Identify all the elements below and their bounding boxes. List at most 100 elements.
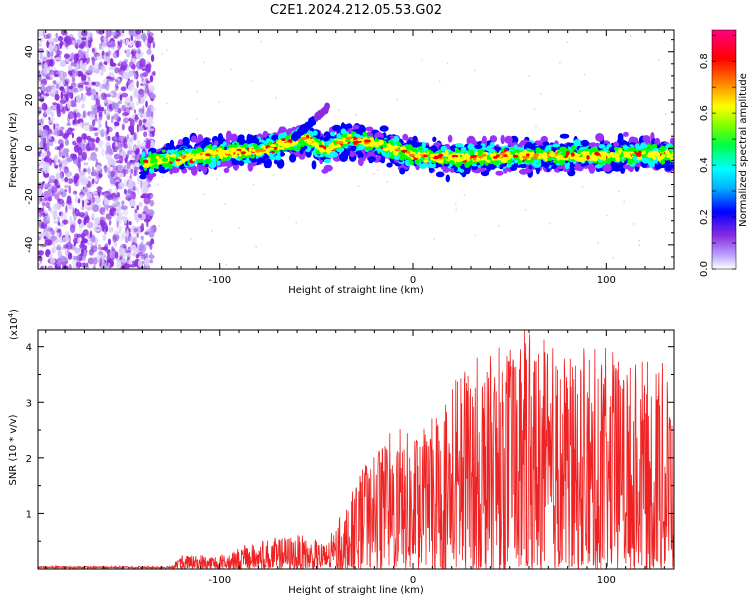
ridge-blob: [603, 163, 612, 172]
noise-blob: [46, 213, 51, 222]
noise-blob: [72, 190, 78, 195]
noise-blob: [132, 260, 135, 265]
speckle: [273, 174, 275, 176]
noise-blob: [80, 94, 86, 103]
noise-blob: [65, 171, 73, 178]
ridge-blob: [595, 133, 605, 142]
noise-blob: [83, 162, 89, 166]
noise-blob: [59, 61, 66, 67]
noise-blob: [110, 76, 115, 81]
noise-blob: [123, 138, 127, 143]
noise-blob: [80, 121, 83, 128]
ridge-blob: [402, 133, 409, 141]
noise-blob: [82, 254, 86, 262]
noise-blob: [66, 122, 71, 126]
noise-blob: [123, 188, 127, 195]
noise-blob: [82, 110, 86, 118]
ridge-blob: [358, 157, 364, 167]
noise-blob: [70, 53, 74, 61]
noise-blob: [134, 208, 138, 214]
noise-blob: [124, 100, 128, 107]
noise-blob: [82, 229, 89, 237]
noise-blob: [128, 221, 132, 226]
noise-blob: [113, 125, 116, 130]
speckle: [455, 208, 457, 211]
noise-blob: [136, 168, 139, 178]
noise-blob: [53, 73, 59, 78]
noise-blob: [42, 202, 46, 207]
noise-blob: [97, 244, 102, 251]
noise-blob: [99, 216, 106, 223]
noise-blob: [64, 176, 69, 183]
ridge-blob: [256, 157, 264, 164]
noise-blob: [43, 66, 51, 75]
noise-blob: [90, 151, 97, 161]
speckle: [357, 185, 360, 187]
noise-blob: [104, 190, 112, 199]
noise-blob: [123, 143, 126, 148]
noise-blob: [131, 252, 137, 257]
noise-blob: [106, 102, 110, 111]
noise-blob: [91, 191, 98, 195]
noise-blob: [131, 104, 135, 111]
speckle: [433, 237, 435, 240]
noise-blob: [87, 221, 94, 229]
noise-blob: [52, 102, 58, 106]
noise-blob: [111, 31, 119, 36]
noise-blob: [93, 228, 101, 232]
noise-blob: [54, 139, 57, 144]
noise-blob: [145, 64, 151, 69]
noise-blob: [116, 49, 120, 58]
noise-blob: [73, 212, 77, 222]
noise-blob: [56, 244, 61, 250]
noise-blob: [113, 113, 119, 121]
noise-blob: [95, 30, 103, 34]
ridge-blob: [623, 131, 629, 137]
noise-blob: [49, 157, 53, 166]
speckle: [396, 98, 399, 101]
noise-blob: [138, 213, 142, 219]
noise-blob: [130, 34, 134, 41]
noise-blob: [63, 244, 69, 249]
ridge-blob: [642, 135, 651, 143]
noise-blob: [59, 102, 63, 111]
ridge-blob: [613, 141, 620, 148]
noise-blob: [81, 37, 87, 41]
noise-blob: [130, 168, 134, 175]
noise-blob: [136, 123, 139, 133]
noise-blob: [70, 62, 75, 67]
noise-blob: [80, 232, 84, 241]
ridge-blob: [542, 141, 550, 147]
speckle: [190, 238, 192, 240]
noise-blob: [108, 165, 111, 174]
noise-blob: [144, 39, 148, 47]
noise-blob: [131, 159, 136, 163]
ridge-blob: [410, 160, 414, 166]
noise-blob: [89, 111, 94, 115]
noise-blob: [105, 52, 109, 57]
noise-blob: [83, 217, 87, 226]
noise-blob: [102, 234, 106, 241]
noise-blob: [82, 122, 90, 126]
noise-blob: [150, 194, 153, 199]
ridge-blob: [495, 170, 504, 176]
ridge-blob: [269, 156, 278, 161]
noise-blob: [43, 137, 47, 144]
noise-blob: [53, 123, 56, 130]
noise-blob: [138, 243, 144, 252]
ridge-blob: [146, 139, 151, 145]
noise-blob: [107, 135, 111, 141]
noise-blob: [120, 61, 128, 70]
speckle: [446, 62, 449, 65]
noise-blob: [47, 188, 52, 196]
ridge-blob: [238, 138, 245, 146]
noise-blob: [113, 153, 120, 160]
noise-blob: [43, 215, 47, 225]
noise-blob: [38, 42, 42, 47]
noise-blob: [49, 70, 55, 80]
noise-blob: [112, 234, 117, 243]
noise-blob: [91, 178, 95, 185]
noise-blob: [51, 105, 55, 110]
noise-blob: [107, 238, 111, 246]
noise-blob: [92, 257, 98, 265]
